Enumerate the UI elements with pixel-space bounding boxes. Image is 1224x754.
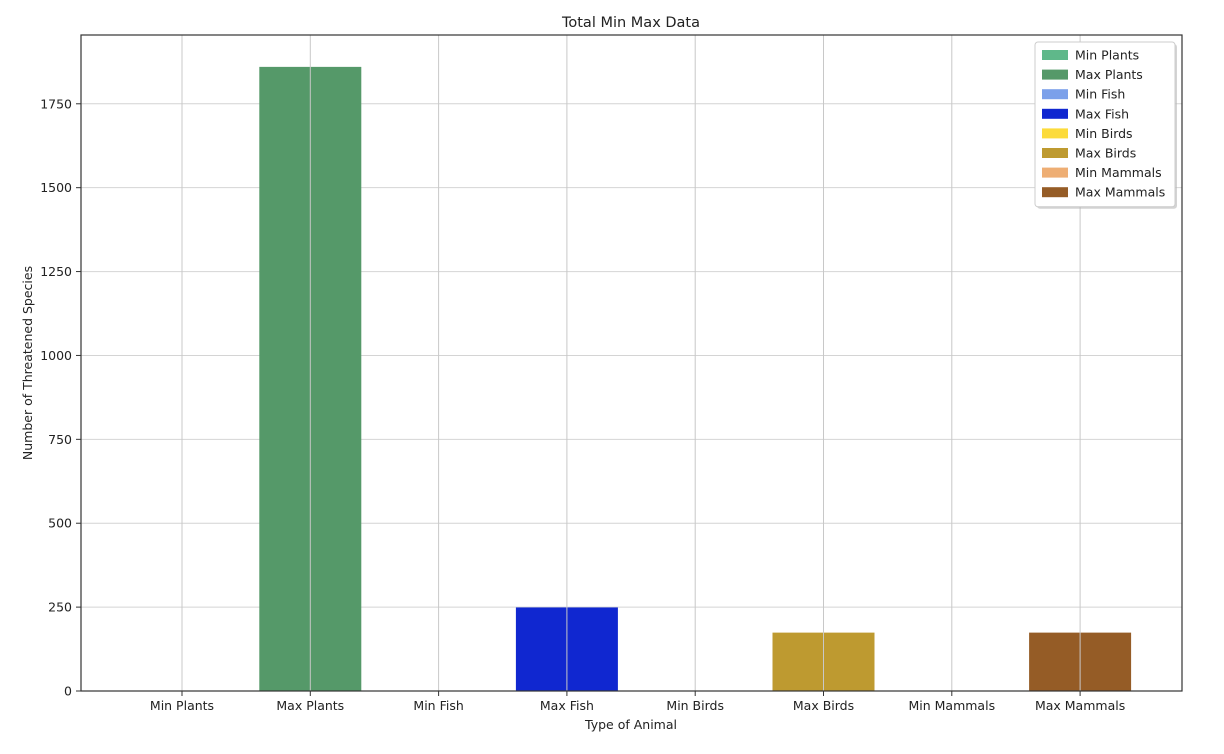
legend-entry: Max Fish: [1075, 106, 1129, 121]
legend-swatch: [1042, 50, 1068, 60]
x-tick-label: Max Fish: [540, 698, 594, 713]
y-axis-ticks: 0 250 500 750 1000 1250 1500 1750: [40, 96, 81, 699]
legend-entry: Min Birds: [1075, 126, 1133, 141]
legend-swatch: [1042, 128, 1068, 139]
grid-lines: [81, 103, 1182, 692]
legend-entry: Min Mammals: [1075, 165, 1162, 180]
y-tick-label: 1500: [40, 180, 72, 195]
vertical-grid-lines: [181, 35, 1081, 691]
x-tick-label: Min Mammals: [908, 698, 995, 713]
legend-entry: Min Fish: [1075, 87, 1125, 102]
y-tick-label: 500: [48, 516, 72, 531]
y-tick-label: 0: [64, 684, 72, 699]
legend-swatch: [1042, 148, 1068, 158]
legend-swatch: [1042, 167, 1068, 178]
y-tick-label: 750: [48, 432, 72, 447]
legend-swatch: [1042, 108, 1068, 119]
x-tick-label: Max Plants: [276, 698, 344, 713]
legend-entry: Max Plants: [1075, 67, 1143, 82]
x-tick-label: Max Mammals: [1035, 698, 1125, 713]
legend-box: [1034, 41, 1176, 208]
legend-entry: Min Plants: [1075, 48, 1139, 63]
y-tick-label: 1250: [40, 264, 72, 279]
legend-swatch: [1042, 69, 1068, 80]
y-tick-label: 250: [48, 600, 72, 615]
legend-entry: Max Birds: [1075, 146, 1136, 161]
legend-entry: Max Mammals: [1075, 185, 1165, 200]
legend-swatch: [1042, 89, 1068, 100]
legend: Min Plants Max Plants Min Fish Max Fish Min …: [1034, 41, 1177, 209]
x-tick-label: Min Birds: [666, 698, 724, 713]
legend-swatch: [1042, 187, 1068, 198]
x-axis-title: Type of Animal: [584, 717, 677, 732]
chart-title: Total Min Max Data: [561, 15, 700, 31]
y-tick-label: 1000: [40, 348, 72, 363]
y-tick-label: 1750: [40, 96, 72, 111]
plot-area-frame: [80, 34, 1183, 692]
x-tick-label: Min Fish: [413, 698, 463, 713]
x-axis-ticks: Min Plants Max Plants Min Fish Max Fish Min …: [150, 691, 1125, 713]
x-tick-label: Max Birds: [793, 698, 854, 713]
x-tick-label: Min Plants: [150, 698, 214, 713]
y-axis-title: Number of Threatened Species: [20, 266, 35, 460]
